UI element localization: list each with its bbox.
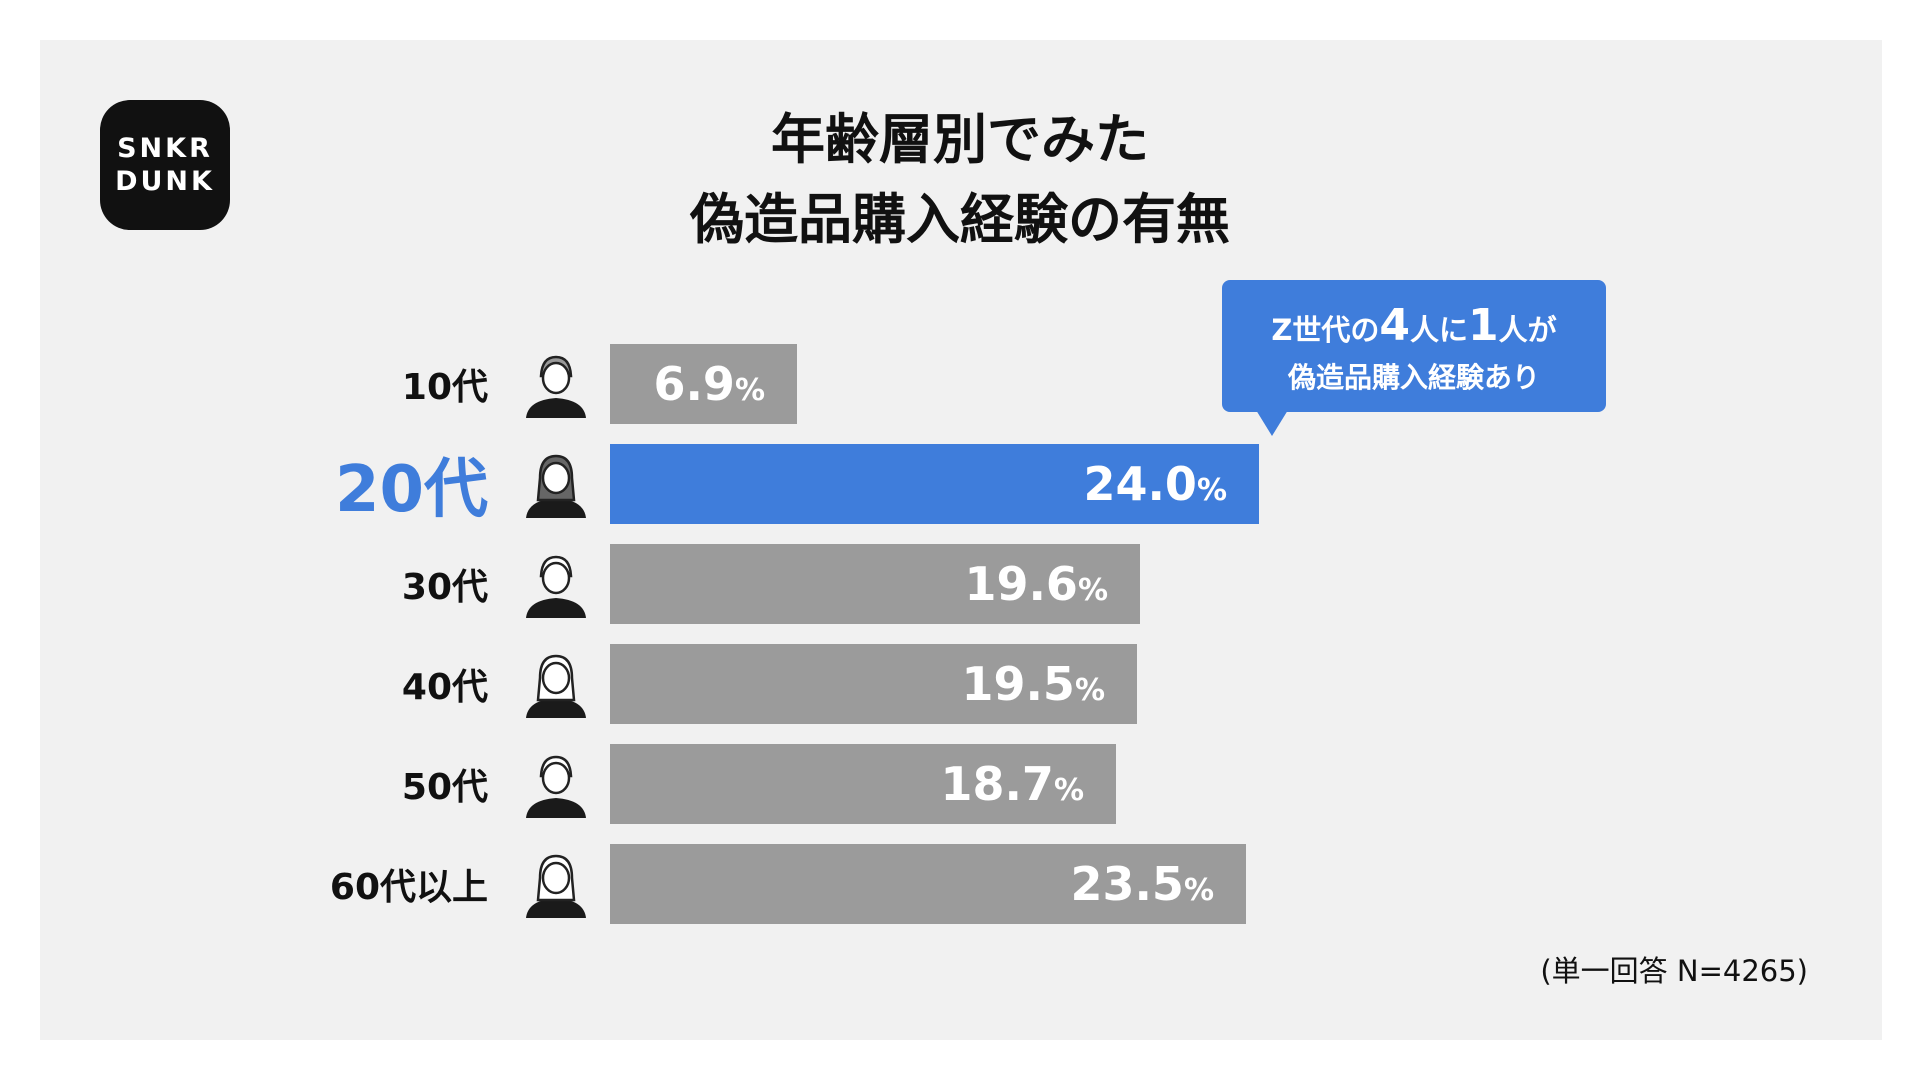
data-label-unit: % (1183, 873, 1214, 908)
callout-line-1: Z世代の4人に1人が (1222, 300, 1606, 351)
bar-row: 50代 18.7% (0, 744, 1920, 824)
data-label: 18.7% (940, 757, 1084, 811)
data-label-value: 18.7 (940, 757, 1054, 811)
category-label: 20代 (334, 453, 488, 527)
chart-title-line-2: 偽造品購入経験の有無 (690, 188, 1230, 251)
callout-text-a: Z世代の (1271, 313, 1380, 347)
data-label: 19.6% (964, 557, 1108, 611)
category-label: 30代 (401, 567, 488, 608)
category-label: 40代 (401, 667, 488, 708)
person-avatar-icon (520, 348, 592, 420)
callout-box: Z世代の4人に1人が 偽造品購入経験あり (1222, 280, 1606, 412)
data-label: 24.0% (1083, 457, 1227, 511)
data-label-unit: % (1074, 673, 1105, 708)
callout-number-4: 4 (1379, 300, 1410, 351)
bar: 24.0% (610, 444, 1259, 524)
bar-row: 10代 6.9% (0, 344, 1920, 424)
data-label-value: 23.5 (1070, 857, 1184, 911)
data-label-unit: % (1196, 473, 1227, 508)
data-label: 19.5% (961, 657, 1105, 711)
bar: 23.5% (610, 844, 1246, 924)
person-avatar-icon (520, 848, 592, 920)
chart-title-line-1: 年齢層別でみた (771, 108, 1149, 171)
callout-number-1: 1 (1468, 300, 1499, 351)
data-label-unit: % (1053, 773, 1084, 808)
category-label: 10代 (401, 367, 488, 408)
data-label-unit: % (1077, 573, 1108, 608)
sample-note: (単一回答 N=4265) (1540, 954, 1808, 988)
category-label: 50代 (401, 767, 488, 808)
logo-line-1: SNKR (117, 133, 213, 164)
bar-row: 40代 19.5% (0, 644, 1920, 724)
data-label-value: 24.0 (1083, 457, 1197, 511)
data-label-value: 19.5 (961, 657, 1075, 711)
category-label: 60代以上 (329, 867, 488, 908)
bar: 19.6% (610, 544, 1140, 624)
bar-row: 20代 24.0% (0, 444, 1920, 527)
callout-text-e: 人が (1498, 313, 1557, 347)
data-label: 6.9% (653, 357, 765, 411)
logo-line-2: DUNK (115, 166, 215, 197)
bar: 19.5% (610, 644, 1137, 724)
person-avatar-icon (520, 448, 592, 520)
callout-line-2: 偽造品購入経験あり (1287, 361, 1540, 394)
callout-pointer (1256, 410, 1288, 436)
bar-row: 60代以上 23.5% (0, 844, 1920, 924)
callout-text-c: 人に (1410, 313, 1469, 347)
bar: 6.9% (610, 344, 797, 424)
person-avatar-icon (520, 748, 592, 820)
person-avatar-icon (520, 548, 592, 620)
data-label-value: 6.9 (653, 357, 735, 411)
snkrdunk-logo: SNKR DUNK (100, 100, 230, 230)
bar-row: 30代 19.6% (0, 544, 1920, 624)
person-avatar-icon (520, 648, 592, 720)
data-label-value: 19.6 (964, 557, 1078, 611)
data-label: 23.5% (1070, 857, 1214, 911)
data-label-unit: % (734, 373, 765, 408)
bar: 18.7% (610, 744, 1116, 824)
